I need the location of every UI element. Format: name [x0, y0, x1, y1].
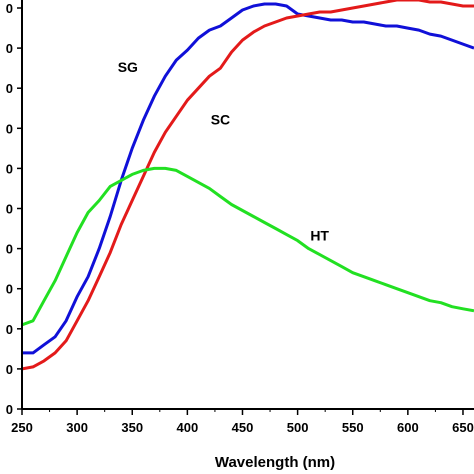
x-tick-label: 400	[177, 420, 199, 435]
series-label-sg: SG	[118, 59, 138, 75]
x-tick-label: 600	[397, 420, 419, 435]
series-line-sg	[22, 2, 474, 355]
y-tick-label: 0	[6, 41, 13, 56]
x-tick-label: 300	[66, 420, 88, 435]
x-axis-title: Wavelength (nm)	[215, 454, 335, 471]
x-tick-label: 650	[452, 420, 474, 435]
series-label-sc: SC	[211, 111, 230, 127]
y-tick-label: 0	[6, 322, 13, 337]
y-tick-label: 0	[6, 242, 13, 257]
x-tick-label: 250	[11, 420, 33, 435]
y-tick-label: 0	[6, 282, 13, 297]
labels-layer: 250 300 350 400 450 500 550 600 650 0 0 0 0 0 0 0 0 0 0 0 SG…	[6, 1, 474, 435]
series-layer	[22, 0, 474, 371]
x-tick-label: 500	[287, 420, 309, 435]
x-tick-label: 350	[121, 420, 143, 435]
x-tick-label: 550	[342, 420, 364, 435]
series-label-ht: HT	[310, 228, 329, 244]
series-line-ht	[22, 166, 474, 327]
y-tick-label: 0	[6, 402, 13, 417]
y-tick-label: 0	[6, 362, 13, 377]
y-tick-label: 0	[6, 161, 13, 176]
y-tick-label: 0	[6, 1, 13, 16]
series-line-sc	[22, 0, 474, 371]
y-tick-label: 0	[6, 121, 13, 136]
axes-layer	[17, 0, 474, 415]
x-tick-label: 450	[232, 420, 254, 435]
y-tick-label: 0	[6, 81, 13, 96]
y-tick-label: 0	[6, 202, 13, 217]
